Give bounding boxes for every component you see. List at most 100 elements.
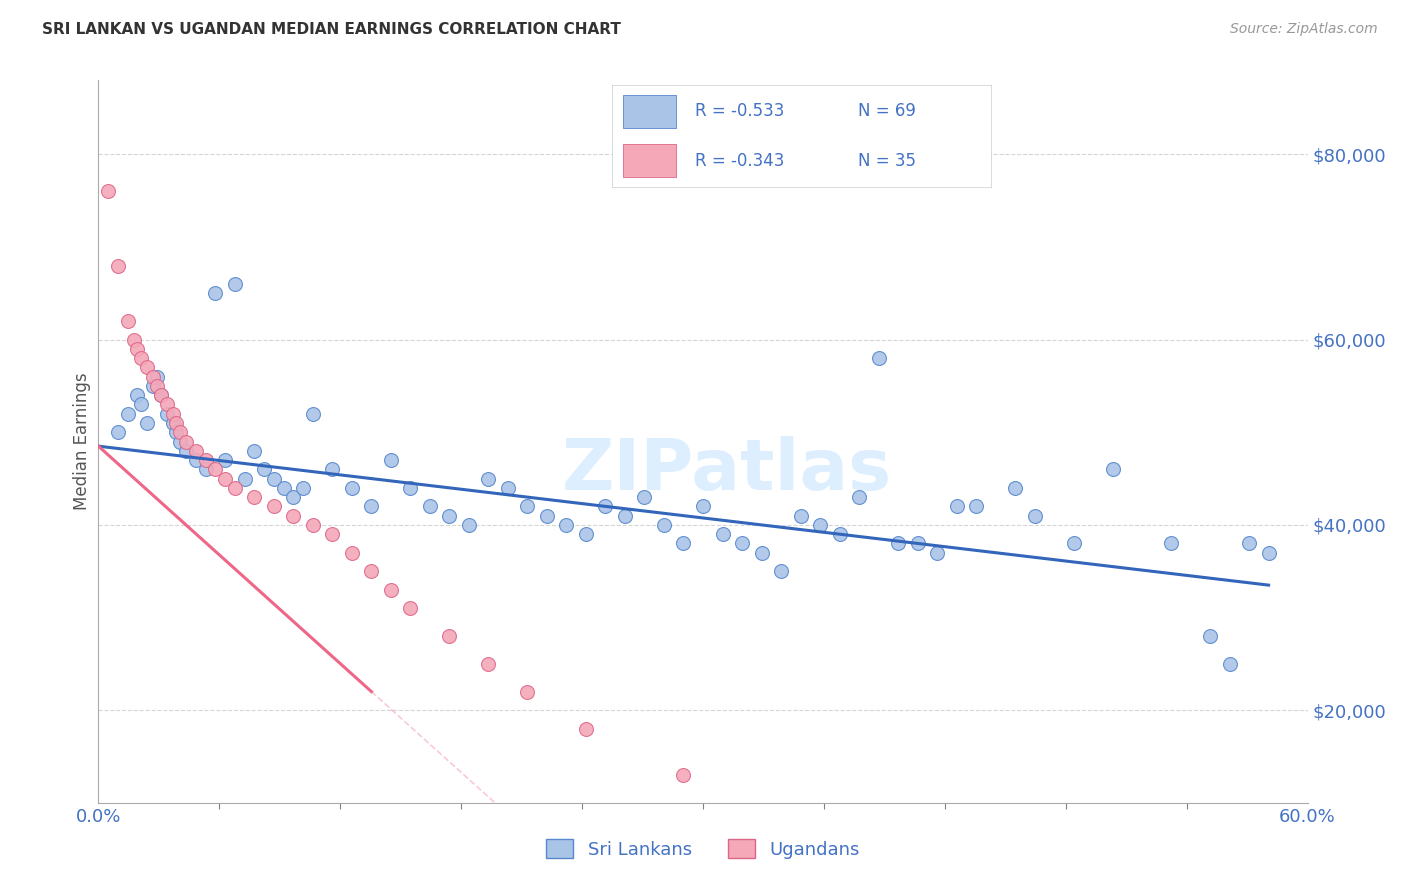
Point <box>360 564 382 578</box>
Point <box>169 434 191 449</box>
Point <box>184 453 207 467</box>
Point <box>136 360 159 375</box>
Point <box>224 277 246 291</box>
Point <box>127 805 149 819</box>
Point <box>399 601 422 615</box>
Point <box>672 536 695 550</box>
Point <box>692 500 714 514</box>
Point <box>1199 629 1222 643</box>
Point <box>1063 536 1085 550</box>
Point <box>789 508 811 523</box>
Point <box>204 462 226 476</box>
Point <box>107 425 129 440</box>
Point <box>174 434 197 449</box>
Text: ZIPatlas: ZIPatlas <box>562 436 893 505</box>
Point <box>496 481 519 495</box>
Point <box>283 490 305 504</box>
Point <box>965 500 987 514</box>
Point <box>575 527 598 541</box>
Point <box>273 481 295 495</box>
Point <box>131 351 153 366</box>
Point <box>848 490 870 504</box>
Point <box>263 500 285 514</box>
Point <box>633 490 655 504</box>
Point <box>253 462 276 476</box>
Point <box>458 517 481 532</box>
Point <box>925 546 948 560</box>
Point <box>142 369 165 384</box>
Point <box>194 462 217 476</box>
Point <box>711 527 734 541</box>
Point <box>214 472 236 486</box>
Point <box>477 657 499 671</box>
Point <box>149 388 172 402</box>
Point <box>149 388 172 402</box>
Point <box>194 453 217 467</box>
Point <box>321 527 343 541</box>
Point <box>233 472 256 486</box>
Point <box>536 508 558 523</box>
Point <box>107 259 129 273</box>
Point <box>672 768 695 782</box>
Text: SRI LANKAN VS UGANDAN MEDIAN EARNINGS CORRELATION CHART: SRI LANKAN VS UGANDAN MEDIAN EARNINGS CO… <box>42 22 621 37</box>
Point <box>439 508 461 523</box>
Text: R = -0.343: R = -0.343 <box>695 152 785 169</box>
Point <box>283 508 305 523</box>
Point <box>117 314 139 328</box>
Point <box>555 517 578 532</box>
Point <box>204 286 226 301</box>
Point <box>340 481 363 495</box>
Point <box>127 342 149 356</box>
Point <box>808 517 831 532</box>
Point <box>174 443 197 458</box>
Text: N = 69: N = 69 <box>858 103 917 120</box>
Point <box>769 564 792 578</box>
Point <box>131 397 153 411</box>
Point <box>184 443 207 458</box>
Point <box>214 453 236 467</box>
Bar <box>623 95 676 128</box>
Point <box>292 481 315 495</box>
Point <box>146 379 169 393</box>
Point <box>477 472 499 486</box>
Point <box>165 416 187 430</box>
Point <box>380 453 402 467</box>
Point <box>321 462 343 476</box>
Point <box>127 388 149 402</box>
Point <box>868 351 890 366</box>
Point <box>302 407 325 421</box>
Point <box>399 481 422 495</box>
Point <box>146 369 169 384</box>
Point <box>340 546 363 560</box>
Point <box>1101 462 1123 476</box>
Point <box>614 508 637 523</box>
Point <box>156 397 179 411</box>
Point <box>419 500 441 514</box>
Point <box>516 684 538 698</box>
Point <box>1257 546 1279 560</box>
Point <box>243 490 266 504</box>
Text: N = 35: N = 35 <box>858 152 917 169</box>
Point <box>136 416 159 430</box>
Point <box>907 536 929 550</box>
Point <box>169 425 191 440</box>
Point <box>751 546 773 560</box>
Bar <box>623 145 676 177</box>
Point <box>439 629 461 643</box>
Point <box>1024 508 1046 523</box>
Point <box>731 536 754 550</box>
Point <box>224 481 246 495</box>
Point <box>165 425 187 440</box>
Point <box>595 500 617 514</box>
Point <box>117 407 139 421</box>
Point <box>243 443 266 458</box>
Point <box>516 500 538 514</box>
Point <box>1219 657 1241 671</box>
Text: Source: ZipAtlas.com: Source: ZipAtlas.com <box>1230 22 1378 37</box>
Point <box>1160 536 1182 550</box>
Point <box>162 416 184 430</box>
Point <box>652 517 675 532</box>
Point <box>360 500 382 514</box>
Text: R = -0.533: R = -0.533 <box>695 103 785 120</box>
Point <box>162 407 184 421</box>
